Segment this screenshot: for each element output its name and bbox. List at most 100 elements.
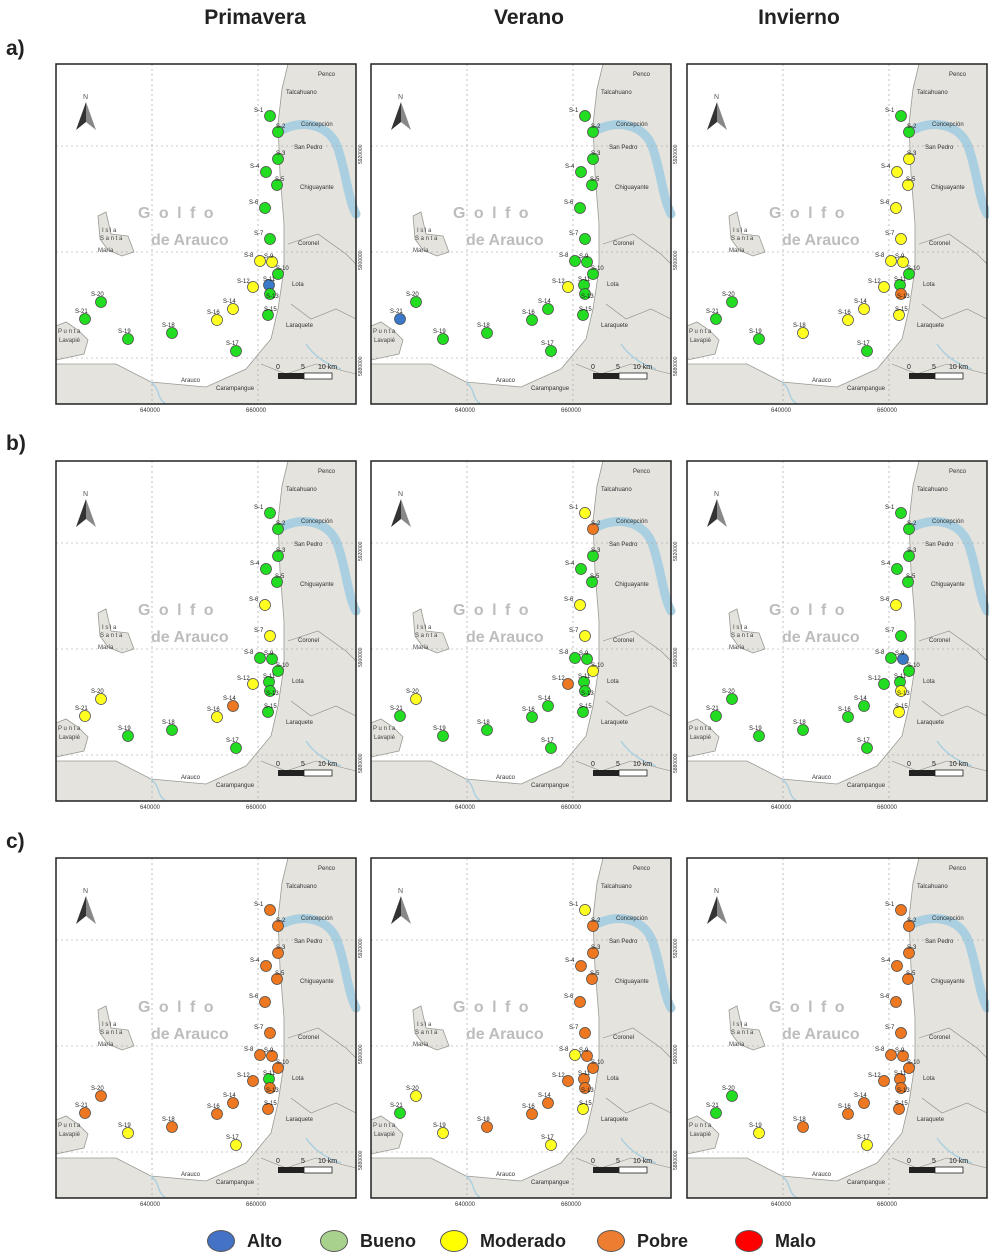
- station-marker-s21: [79, 710, 91, 722]
- station-label-s16: S-16: [522, 1104, 535, 1110]
- place-label: Concepción: [932, 122, 964, 128]
- station-marker-s4: [891, 960, 903, 972]
- place-label: Carampangue: [216, 386, 255, 392]
- station-marker-s10: [272, 268, 284, 280]
- scale-label: 5: [301, 1158, 305, 1165]
- station-label-s4: S-4: [881, 958, 891, 964]
- station-marker-s16: [211, 1108, 223, 1120]
- scale-label: 0: [591, 761, 595, 768]
- place-label: Chiguayante: [931, 185, 965, 191]
- station-marker-s18: [797, 724, 809, 736]
- north-label: N: [398, 491, 403, 498]
- rio-biobio: [910, 517, 989, 616]
- place-label: Penco: [318, 469, 336, 475]
- scale-label: 0: [591, 364, 595, 371]
- station-marker-s7: [579, 233, 591, 245]
- station-label-s5: S-5: [906, 177, 916, 183]
- gulf-label: de Arauco: [466, 232, 544, 249]
- station-marker-s12: [247, 678, 259, 690]
- punta-label: P u n t a: [373, 1123, 396, 1129]
- place-label: Penco: [949, 72, 967, 78]
- boundary-lines: [891, 233, 988, 375]
- place-label: Chiguayante: [931, 582, 965, 588]
- station-label-s3: S-3: [276, 151, 286, 157]
- station-marker-s19: [122, 1127, 134, 1139]
- station-label-s21: S-21: [706, 1103, 719, 1109]
- place-label: Lota: [607, 1076, 619, 1082]
- station-marker-s7: [895, 233, 907, 245]
- place-label: Laraquete: [286, 1117, 314, 1123]
- x-tick-label: 640000: [140, 805, 161, 811]
- station-marker-s10: [272, 665, 284, 677]
- station-marker-s6: [890, 599, 902, 611]
- station-label-s14: S-14: [223, 1093, 236, 1099]
- place-label: Laraquete: [601, 720, 629, 726]
- station-marker-s17: [861, 345, 873, 357]
- rio-biobio: [594, 517, 676, 616]
- station-label-s1: S-1: [885, 108, 895, 114]
- station-marker-s3: [587, 947, 599, 959]
- station-label-s9: S-9: [579, 254, 589, 260]
- station-marker-s1: [895, 904, 907, 916]
- station-label-s1: S-1: [885, 505, 895, 511]
- station-marker-s18: [481, 327, 493, 339]
- station-label-s11: S-11: [263, 1071, 276, 1077]
- station-label-s3: S-3: [276, 945, 286, 951]
- station-label-s15: S-15: [579, 704, 592, 710]
- north-arrow-icon: [707, 102, 727, 130]
- station-marker-s4: [260, 960, 272, 972]
- legend-item-moderado: Moderado: [440, 1228, 566, 1254]
- station-label-s12: S-12: [552, 279, 565, 285]
- station-marker-s15: [262, 1103, 274, 1115]
- station-marker-s18: [481, 1121, 493, 1133]
- rivers: [781, 343, 973, 405]
- y-tick-label: 5880000: [673, 753, 679, 773]
- scale-label: 0: [276, 761, 280, 768]
- station-label-s5: S-5: [906, 971, 916, 977]
- station-label-s14: S-14: [854, 696, 867, 702]
- place-label: San Pedro: [609, 939, 638, 945]
- station-label-s5: S-5: [275, 574, 285, 580]
- island-label: S a n t a: [100, 1030, 123, 1036]
- station-label-s3: S-3: [591, 945, 601, 951]
- island-label: S a n t a: [100, 236, 123, 242]
- station-marker-s12: [878, 678, 890, 690]
- gulf-label: de Arauco: [151, 1026, 229, 1043]
- isla-santa-maria: [412, 608, 450, 654]
- station-label-s13: S-13: [266, 1088, 279, 1094]
- graticule: [371, 858, 671, 1198]
- scale-bar: [278, 769, 333, 777]
- place-label: Carampangue: [847, 386, 886, 392]
- boundary-lines: [891, 630, 988, 772]
- gulf-label: de Arauco: [782, 1026, 860, 1043]
- isla-santa-maria: [728, 211, 766, 257]
- legend-swatch-malo: [735, 1230, 763, 1252]
- station-marker-s6: [574, 996, 586, 1008]
- station-label-s15: S-15: [895, 1101, 908, 1107]
- island-label: S a n t a: [731, 236, 754, 242]
- station-marker-s13: [895, 288, 907, 300]
- station-label-s13: S-13: [581, 294, 594, 300]
- place-label: Penco: [949, 469, 967, 475]
- station-label-s1: S-1: [569, 108, 579, 114]
- x-tick-label: 640000: [455, 1202, 476, 1208]
- scale-label: 10 km: [318, 364, 337, 371]
- y-tick-label: 5920000: [358, 144, 364, 164]
- island-label: I s l a: [417, 1022, 432, 1028]
- station-marker-s15: [262, 706, 274, 718]
- station-marker-s2: [587, 523, 599, 535]
- place-label: San Pedro: [294, 939, 323, 945]
- station-marker-s7: [264, 233, 276, 245]
- place-label: San Pedro: [294, 542, 323, 548]
- graticule: [687, 858, 987, 1198]
- station-label-s2: S-2: [907, 918, 917, 924]
- place-label: Concepción: [616, 519, 648, 525]
- legend-label-pobre: Pobre: [637, 1230, 689, 1251]
- station-label-s7: S-7: [569, 1025, 579, 1031]
- station-label-s19: S-19: [118, 726, 131, 732]
- station-label-s10: S-10: [276, 266, 289, 272]
- station-marker-s18: [481, 724, 493, 736]
- boundary-lines: [260, 630, 357, 772]
- station-marker-s5: [902, 179, 914, 191]
- boundary-lines: [575, 233, 672, 375]
